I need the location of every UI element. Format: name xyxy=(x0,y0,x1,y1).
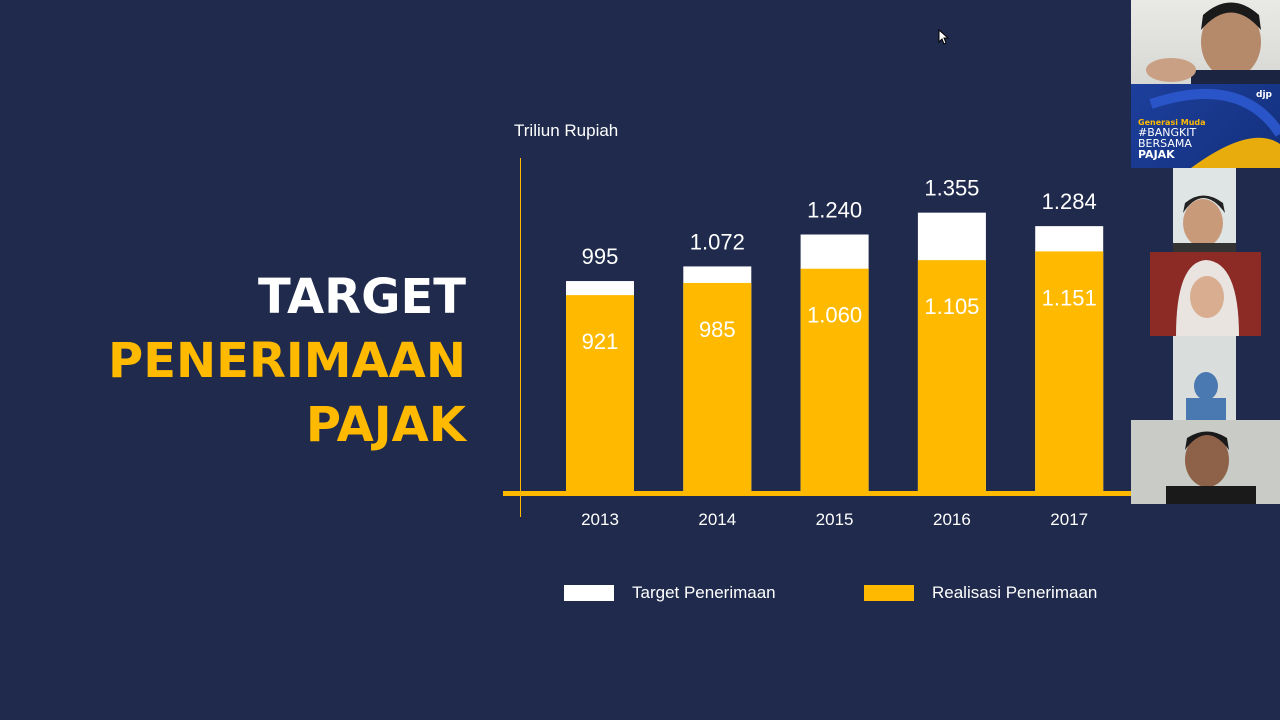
participant-avatar-icon xyxy=(1150,252,1261,336)
x-tick-label: 2016 xyxy=(933,510,971,529)
banner-headline: #BANGKIT BERSAMA PAJAK xyxy=(1138,127,1196,160)
legend-label-target: Target Penerimaan xyxy=(632,583,776,602)
participant-video-6[interactable] xyxy=(1131,420,1280,504)
banner-swoosh-icon xyxy=(1149,89,1280,168)
data-label-realisasi: 921 xyxy=(582,329,619,354)
banner-line-4: PAJAK xyxy=(1138,148,1175,161)
participant-avatar-icon xyxy=(1173,336,1236,420)
participant-video-4[interactable] xyxy=(1131,252,1280,336)
x-axis-baseline xyxy=(503,491,1131,496)
bar-realisasi-2017 xyxy=(1035,251,1104,491)
data-label-target: 1.355 xyxy=(924,176,979,201)
banner-line-3: BERSAMA xyxy=(1138,137,1192,150)
bar-realisasi-2013 xyxy=(566,295,634,491)
data-label-realisasi: 1.105 xyxy=(924,294,979,319)
participant-video-2-banner[interactable]: djp Generasi Muda #BANGKIT BERSAMA PAJAK xyxy=(1131,84,1280,168)
banner-line-1: Generasi Muda xyxy=(1138,118,1206,127)
data-label-realisasi: 1.060 xyxy=(807,303,862,328)
participant-video-1[interactable] xyxy=(1131,0,1280,84)
participant-video-3[interactable] xyxy=(1131,168,1280,252)
participant-video-5[interactable] xyxy=(1131,336,1280,420)
participant-avatar-icon xyxy=(1173,168,1236,252)
legend-swatch-realisasi xyxy=(864,585,914,601)
bar-chart: 995 921 2013 1.072 985 2014 1.240 1.060 2015 1.35… xyxy=(503,158,1131,529)
participant-avatar-icon xyxy=(1131,420,1280,504)
title-line-1: TARGET xyxy=(257,269,466,325)
data-label-realisasi: 1.151 xyxy=(1042,285,1097,310)
bar-realisasi-2016 xyxy=(917,260,986,491)
y-axis-unit-label: Triliun Rupiah xyxy=(514,121,619,140)
legend-swatch-target xyxy=(564,585,614,601)
djp-logo: djp xyxy=(1256,90,1272,100)
participant-video-strip: djp Generasi Muda #BANGKIT BERSAMA PAJAK xyxy=(1131,0,1280,720)
bar-realisasi-2014 xyxy=(683,282,752,491)
slide-title: TARGET PENERIMAAN PAJAK xyxy=(108,265,466,457)
participant-avatar-icon xyxy=(1146,2,1280,84)
legend-label-realisasi: Realisasi Penerimaan xyxy=(932,583,1098,602)
x-tick-label: 2017 xyxy=(1050,510,1088,529)
legend-item-realisasi: Realisasi Penerimaan xyxy=(864,583,1097,603)
data-label-target: 1.240 xyxy=(807,198,862,223)
banner-line-2: #BANGKIT xyxy=(1138,126,1197,139)
title-line-2: PENERIMAAN xyxy=(108,333,466,389)
data-label-target: 1.072 xyxy=(690,229,745,254)
legend-item-target: Target Penerimaan xyxy=(564,583,776,603)
x-tick-label: 2015 xyxy=(816,510,854,529)
x-tick-label: 2014 xyxy=(698,510,736,529)
title-line-3: PAJAK xyxy=(305,397,466,453)
data-label-target: 995 xyxy=(582,244,619,269)
data-label-target: 1.284 xyxy=(1042,189,1097,214)
mouse-cursor-icon xyxy=(938,29,950,45)
data-label-realisasi: 985 xyxy=(699,317,736,342)
bar-realisasi-2015 xyxy=(800,268,869,491)
presentation-slide: TARGET PENERIMAAN PAJAK Triliun Rupiah 9… xyxy=(108,29,1131,603)
x-tick-label: 2013 xyxy=(581,510,619,529)
